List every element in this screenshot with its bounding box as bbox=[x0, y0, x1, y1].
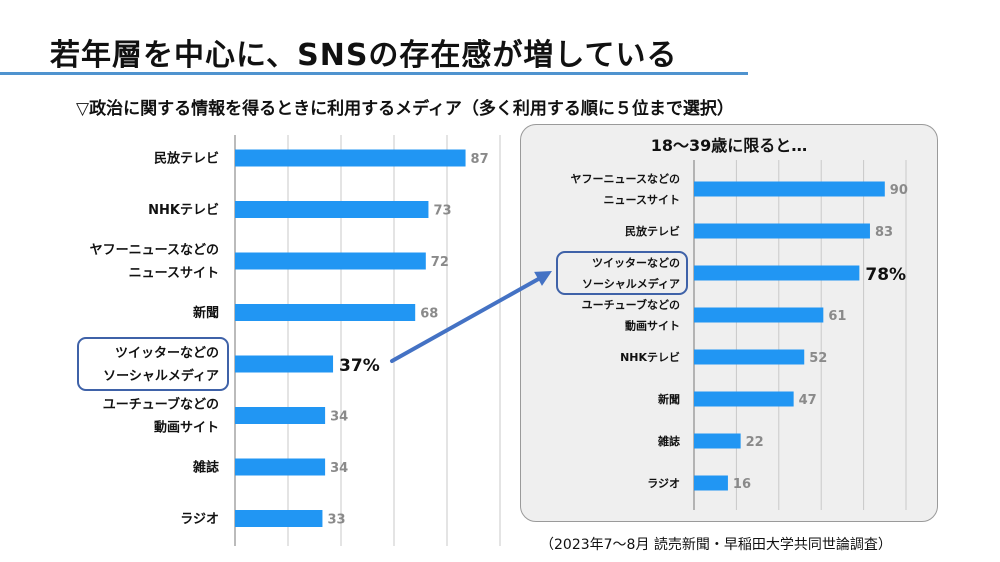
value-label: 61 bbox=[828, 309, 846, 324]
category-label: 雑誌 bbox=[192, 460, 219, 476]
category-label: NHKテレビ bbox=[620, 350, 680, 364]
bar bbox=[694, 475, 728, 491]
bar bbox=[694, 307, 824, 323]
category-label: ソーシャルメディア bbox=[103, 368, 219, 384]
bar bbox=[694, 391, 794, 407]
bar bbox=[694, 181, 885, 197]
panel-title: 18～39歳に限ると… bbox=[650, 136, 808, 155]
value-label: 22 bbox=[746, 435, 764, 450]
category-label: ツイッターなどの bbox=[115, 346, 219, 361]
bar bbox=[235, 252, 426, 270]
value-label: 34 bbox=[330, 410, 348, 425]
value-label: 52 bbox=[809, 351, 827, 366]
value-label: 34 bbox=[330, 461, 348, 476]
category-label: ラジオ bbox=[647, 477, 680, 490]
category-label: ラジオ bbox=[180, 512, 219, 527]
category-label: ニュースサイト bbox=[129, 266, 219, 281]
category-label: NHKテレビ bbox=[148, 202, 219, 218]
value-label: 87 bbox=[471, 152, 489, 167]
category-label: ユーチューブなどの bbox=[103, 397, 219, 413]
category-label: ソーシャルメディア bbox=[582, 276, 680, 290]
category-label: 動画サイト bbox=[154, 420, 219, 436]
category-label: 動画サイト bbox=[625, 318, 680, 332]
value-label: 90 bbox=[890, 183, 908, 198]
value-label: 16 bbox=[733, 477, 751, 492]
category-label: 雑誌 bbox=[657, 434, 680, 448]
bar bbox=[235, 355, 334, 373]
bar bbox=[694, 349, 805, 365]
value-label: 78% bbox=[865, 265, 906, 285]
bar bbox=[235, 304, 416, 321]
bar bbox=[235, 201, 429, 218]
chart-subtitle: ▽政治に関する情報を得るときに利用するメディア（多く利用する順に５位まで選択） bbox=[76, 99, 734, 119]
value-label: 37% bbox=[339, 356, 380, 376]
value-label: 73 bbox=[433, 204, 451, 219]
comparison-arrow bbox=[390, 271, 552, 363]
source-note: （2023年7～8月 読売新聞・早稲田大学共同世論調査） bbox=[540, 537, 892, 553]
value-label: 72 bbox=[431, 255, 449, 270]
arrow-shaft bbox=[390, 275, 544, 363]
category-label: ニュースサイト bbox=[604, 193, 680, 206]
highlight-box bbox=[556, 251, 688, 295]
category-label: 新聞 bbox=[658, 392, 680, 406]
bar bbox=[235, 149, 466, 167]
bar bbox=[694, 223, 870, 239]
value-label: 47 bbox=[799, 393, 817, 408]
bar bbox=[235, 458, 326, 476]
highlight-box bbox=[77, 337, 229, 391]
bar bbox=[235, 407, 326, 424]
page-title: 若年層を中心に、SNSの存在感が増している bbox=[50, 38, 678, 73]
bar bbox=[694, 265, 860, 281]
arrow-head bbox=[534, 271, 552, 286]
value-label: 33 bbox=[327, 513, 345, 528]
bar bbox=[235, 510, 323, 527]
category-label: ヤフーニュースなどの bbox=[90, 243, 219, 258]
title-underline bbox=[0, 72, 748, 75]
category-label: ツイッターなどの bbox=[592, 256, 680, 269]
bar bbox=[694, 433, 741, 449]
value-label: 83 bbox=[875, 225, 893, 240]
category-label: ヤフーニュースなどの bbox=[571, 172, 680, 185]
category-label: 民放テレビ bbox=[625, 224, 680, 238]
value-label: 68 bbox=[420, 307, 438, 322]
category-label: ユーチューブなどの bbox=[582, 297, 680, 311]
category-label: 新聞 bbox=[193, 305, 219, 321]
category-label: 民放テレビ bbox=[154, 151, 219, 167]
